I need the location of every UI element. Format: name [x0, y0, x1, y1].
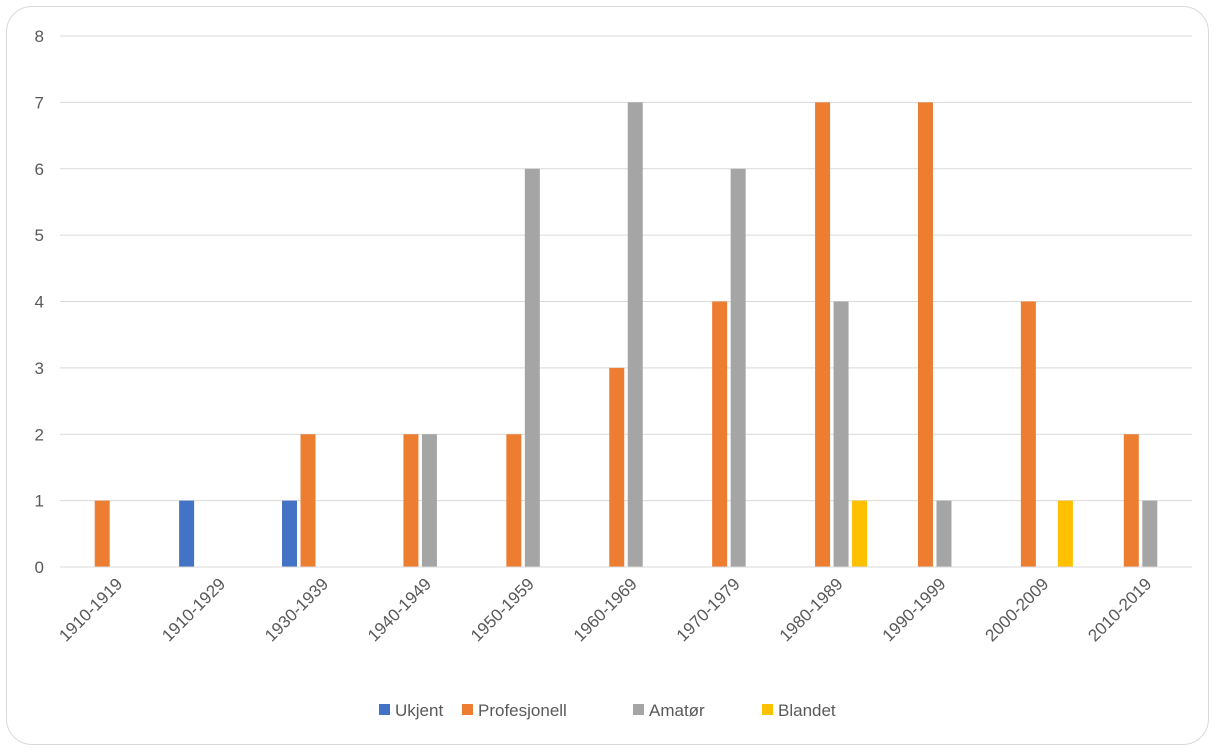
y-tick-label: 1 — [35, 492, 44, 511]
y-axis-ticks: 0 1 2 3 4 5 6 7 8 — [35, 27, 44, 577]
x-tick-label: 1990-1999 — [879, 574, 950, 645]
bar-blandet-2000-2009 — [1058, 501, 1073, 567]
legend-label-ukjent: Ukjent — [395, 701, 443, 720]
bar-amatør-1950-1959 — [525, 169, 540, 567]
legend-swatch-profesjonell — [462, 704, 473, 715]
bar-amatør-1940-1949 — [422, 434, 437, 567]
bar-ukjent-1930-1939 — [282, 501, 297, 567]
bar-amatør-1960-1969 — [628, 102, 643, 567]
legend-swatch-amatør — [633, 704, 644, 715]
x-tick-label: 1940-1949 — [364, 574, 435, 645]
bar-ukjent-1910-1929 — [179, 501, 194, 567]
bar-profesjonell-1940-1949 — [403, 434, 418, 567]
bar-amatør-1990-1999 — [936, 501, 951, 567]
x-tick-label: 1930-1939 — [261, 574, 332, 645]
legend-label-profesjonell: Profesjonell — [478, 701, 567, 720]
legend-label-amatør: Amatør — [649, 701, 705, 720]
y-tick-label: 7 — [35, 93, 44, 112]
legend: Ukjent Profesjonell Amatør Blandet — [379, 701, 836, 720]
legend-swatch-blandet — [762, 704, 773, 715]
y-tick-label: 4 — [35, 293, 44, 312]
x-tick-label: 1910-1919 — [55, 574, 126, 645]
x-tick-label: 2000-2009 — [982, 574, 1053, 645]
x-tick-label: 2010-2019 — [1084, 574, 1155, 645]
y-tick-label: 6 — [35, 160, 44, 179]
x-tick-label: 1970-1979 — [673, 574, 744, 645]
bar-profesjonell-1990-1999 — [918, 102, 933, 567]
y-tick-label: 8 — [35, 27, 44, 46]
y-tick-label: 0 — [35, 558, 44, 577]
bar-amatør-2010-2019 — [1142, 501, 1157, 567]
bar-profesjonell-1960-1969 — [609, 368, 624, 567]
bar-amatør-1980-1989 — [834, 302, 849, 568]
x-axis-ticks: 1910-1919 1910-1929 1930-1939 1940-1949 1950… — [55, 574, 1155, 645]
x-tick-label: 1980-1989 — [776, 574, 847, 645]
bar-profesjonell-1970-1979 — [712, 302, 727, 568]
bar-amatør-1970-1979 — [731, 169, 746, 567]
bars — [95, 102, 1158, 567]
x-tick-label: 1910-1929 — [158, 574, 229, 645]
legend-label-blandet: Blandet — [778, 701, 836, 720]
bar-profesjonell-1930-1939 — [301, 434, 316, 567]
bar-profesjonell-1980-1989 — [815, 102, 830, 567]
y-tick-label: 2 — [35, 425, 44, 444]
bar-profesjonell-1950-1959 — [506, 434, 521, 567]
bar-profesjonell-2010-2019 — [1124, 434, 1139, 567]
x-tick-label: 1960-1969 — [570, 574, 641, 645]
bar-profesjonell-1910-1919 — [95, 501, 110, 567]
bar-profesjonell-2000-2009 — [1021, 302, 1036, 568]
legend-swatch-ukjent — [379, 704, 390, 715]
x-tick-label: 1950-1959 — [467, 574, 538, 645]
y-tick-label: 3 — [35, 359, 44, 378]
y-tick-label: 5 — [35, 226, 44, 245]
bar-blandet-1980-1989 — [852, 501, 867, 567]
